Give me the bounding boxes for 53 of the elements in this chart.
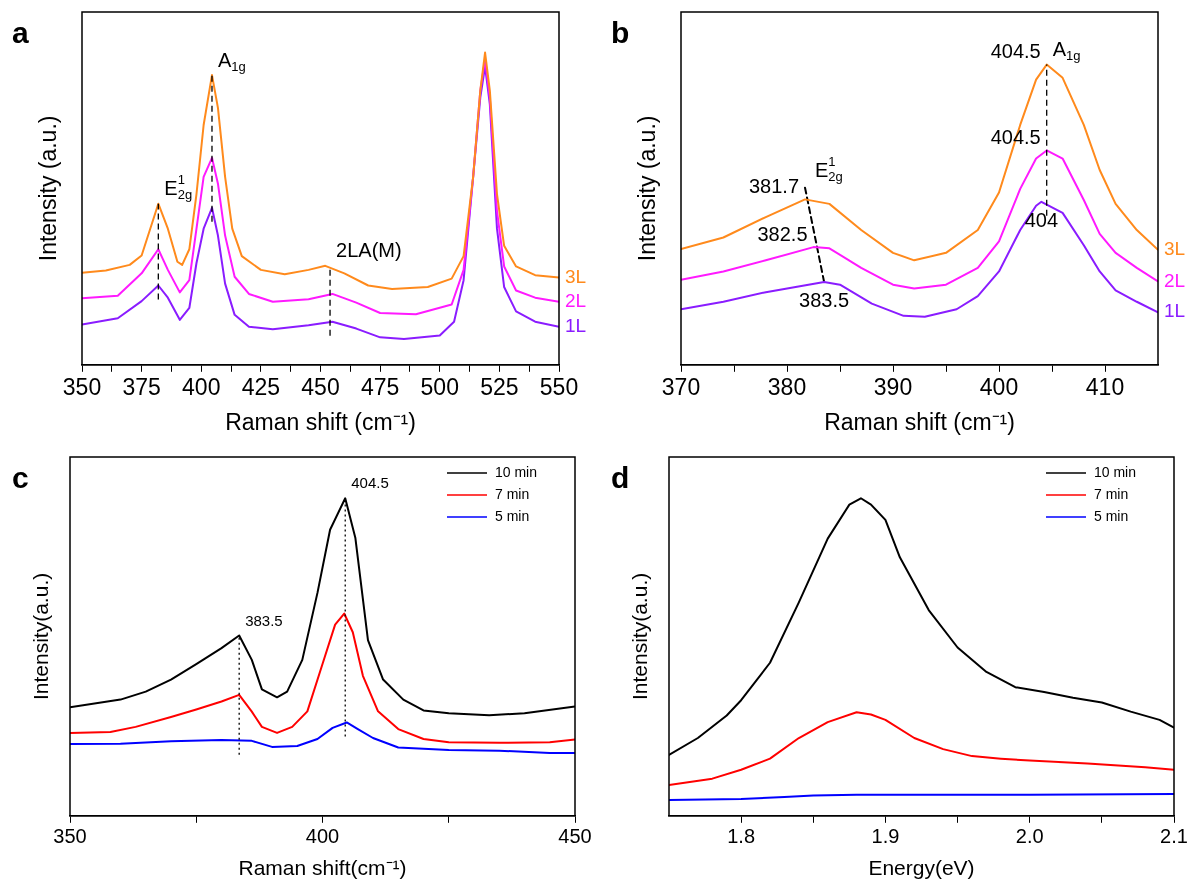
series-label: 2L: [1164, 269, 1186, 291]
legend-label: 10 min: [495, 463, 538, 480]
x-tick-label: 370: [661, 373, 701, 400]
x-tick-label: 475: [360, 373, 400, 400]
legend-label: 10 min: [1094, 463, 1137, 480]
x-tick-label: 390: [873, 373, 913, 400]
chart-title: c: [12, 461, 29, 495]
x-tick-label: 400: [979, 373, 1019, 400]
series-label: 2L: [565, 289, 587, 311]
x-axis-title: Raman shift (cm⁻¹): [824, 408, 1015, 435]
x-tick-label: 400: [305, 825, 340, 848]
x-tick-label: 2.1: [1160, 825, 1188, 848]
series-label: 1L: [565, 314, 587, 336]
y-axis-title: Intensity(a.u.): [28, 572, 52, 701]
x-tick-label: 1.9: [871, 825, 900, 848]
ref-line-label: 404.5: [351, 474, 389, 492]
annotation: 404.5: [990, 40, 1041, 63]
annotation: 383.5: [799, 289, 850, 312]
legend-label: 5 min: [495, 507, 530, 524]
x-tick-label: 1.8: [727, 825, 756, 848]
x-tick-label: 380: [767, 373, 807, 400]
x-tick-label: 350: [62, 373, 102, 400]
chart-title: d: [611, 461, 630, 495]
x-tick-label: 375: [122, 373, 161, 400]
x-axis-title: Raman shift(cm⁻¹): [238, 856, 407, 880]
ref-line-label: 2LA(M): [336, 239, 402, 262]
x-axis-title: Raman shift (cm⁻¹): [225, 408, 416, 435]
y-axis-title: Intensity (a.u.): [634, 115, 661, 262]
ref-line-label: 383.5: [245, 611, 283, 629]
chart-title: a: [12, 16, 29, 50]
annotation: 381.7: [748, 174, 800, 197]
x-tick-label: 550: [539, 373, 579, 400]
series-label: 3L: [1164, 238, 1186, 260]
legend-label: 7 min: [495, 485, 530, 502]
x-tick-label: 410: [1085, 373, 1125, 400]
annotation: 404: [1024, 209, 1059, 232]
x-axis-title: Energy(eV): [868, 856, 975, 880]
y-axis-title: Intensity(a.u.): [627, 572, 651, 701]
x-tick-label: 500: [420, 373, 459, 400]
series-label: 3L: [565, 265, 587, 287]
series-label: 1L: [1164, 300, 1186, 322]
legend-label: 7 min: [1094, 485, 1129, 502]
x-tick-label: 525: [480, 373, 519, 400]
x-tick-label: 450: [301, 373, 340, 400]
x-tick-label: 400: [182, 373, 221, 400]
x-tick-label: 2.0: [1015, 825, 1044, 848]
x-tick-label: 350: [53, 825, 87, 848]
x-tick-label: 425: [241, 373, 281, 400]
x-tick-label: 450: [558, 825, 592, 848]
annotation: 382.5: [757, 222, 808, 245]
y-axis-title: Intensity (a.u.): [35, 115, 62, 262]
legend-label: 5 min: [1094, 507, 1129, 524]
chart-title: b: [611, 16, 630, 50]
